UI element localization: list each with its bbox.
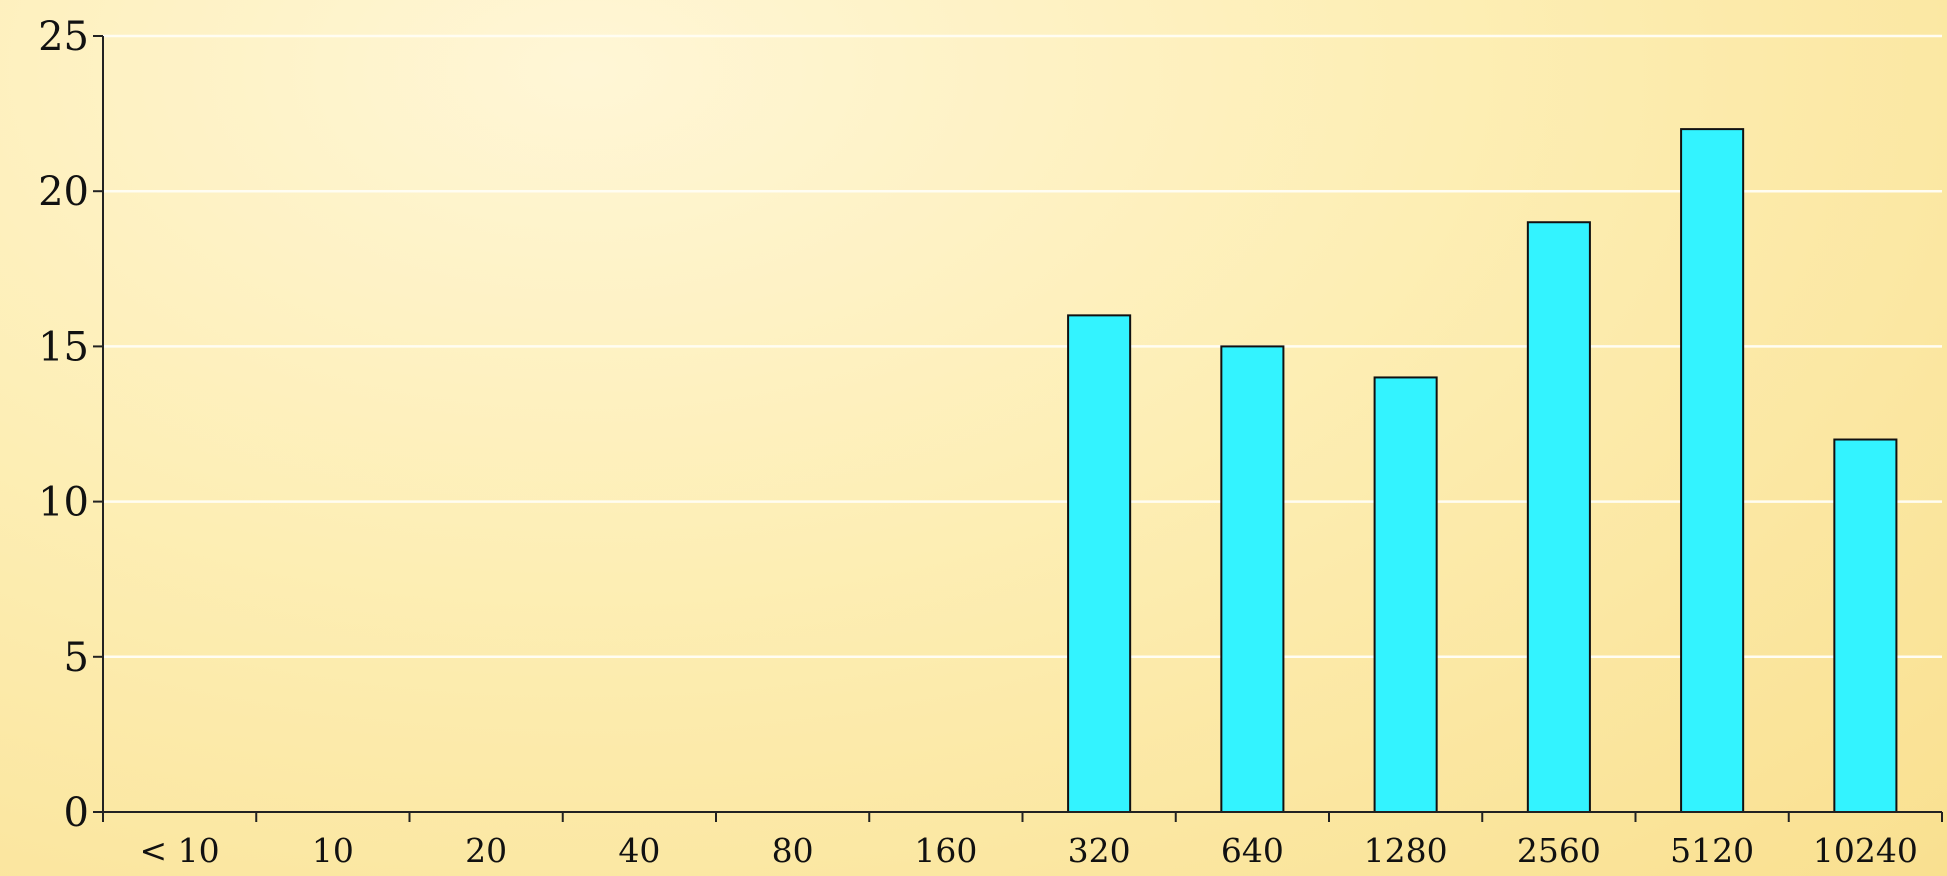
y-tick-label: 25: [38, 14, 89, 60]
x-tick-label: 80: [772, 831, 814, 870]
x-tick-label: 40: [618, 831, 660, 870]
x-tick-label: 10: [312, 831, 354, 870]
axes: [102, 36, 1942, 813]
bar: [1220, 345, 1285, 813]
y-axis-ticks: 0 5 10 15 20 25: [38, 14, 103, 836]
x-tick-label: 1280: [1364, 831, 1448, 870]
bar: [1680, 128, 1745, 813]
x-tick-label: 10240: [1813, 831, 1918, 870]
x-tick-label: 2560: [1517, 831, 1601, 870]
y-tick-label: 15: [38, 324, 89, 370]
y-tick-label: 0: [64, 790, 89, 836]
gridlines: [103, 34, 1942, 659]
bars: [1067, 128, 1898, 814]
bar: [1067, 314, 1132, 813]
x-axis-ticks: < 10 10 20 40 80 160 320 640 1280 2560 5120 10240: [102, 812, 1943, 870]
bar: [1526, 221, 1591, 814]
x-tick-label: 320: [1068, 831, 1131, 870]
x-tick-label: < 10: [140, 831, 220, 870]
y-tick-label: 10: [38, 480, 89, 526]
x-tick-label: 20: [465, 831, 507, 870]
bar: [1833, 438, 1898, 813]
x-tick-label: 160: [914, 831, 977, 870]
bar: [1373, 376, 1438, 813]
x-tick-label: 640: [1221, 831, 1284, 870]
x-tick-label: 5120: [1670, 831, 1754, 870]
y-tick-label: 20: [38, 169, 89, 215]
y-tick-label: 5: [64, 635, 89, 681]
